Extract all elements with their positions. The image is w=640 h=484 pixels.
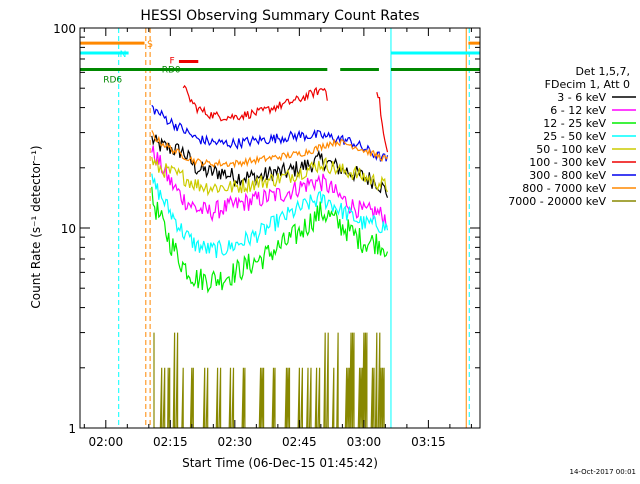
y-tick-label: 1 — [68, 422, 76, 436]
y-tick-label: 100 — [53, 22, 76, 36]
series-line-8 — [151, 104, 389, 162]
x-axis-label: Start Time (06-Dec-15 01:45:42) — [182, 456, 378, 470]
legend-entry-label: 800 - 7000 keV — [522, 182, 606, 195]
x-tick-label: 02:30 — [218, 435, 253, 449]
series-line-1 — [151, 134, 389, 198]
legend-entry-label: 12 - 25 keV — [543, 117, 606, 130]
legend-entry-label: 50 - 100 keV — [536, 143, 606, 156]
series-line-10 — [153, 332, 385, 428]
state-label-rd0: RD0 — [162, 66, 181, 76]
series-line-5 — [151, 156, 389, 197]
legend-entry-label: 25 - 50 keV — [543, 130, 606, 143]
state-label-rd6: RD6 — [103, 75, 122, 85]
legend-entry-label: 100 - 300 keV — [529, 156, 606, 169]
y-axis-label: Count Rate (s⁻¹ detector⁻¹) — [29, 145, 43, 308]
x-tick-label: 02:45 — [282, 435, 317, 449]
plot-inner — [80, 28, 480, 428]
footer-timestamp: 14-Oct-2017 00:01 — [570, 468, 636, 476]
legend-entry-label: 3 - 6 keV — [557, 91, 606, 104]
state-label-f: F — [169, 56, 174, 66]
state-label-s: S — [147, 40, 153, 50]
legend-header-line: FDecim 1, Att 0 — [545, 78, 630, 91]
x-tick-label: 03:15 — [411, 435, 446, 449]
legend-entry-label: 6 - 12 keV — [550, 104, 606, 117]
x-tick-label: 03:00 — [347, 435, 382, 449]
series-line-6 — [182, 84, 328, 122]
state-label-n: N — [120, 50, 127, 60]
x-tick-label: 02:15 — [153, 435, 188, 449]
legend-entry-label: 300 - 800 keV — [529, 169, 606, 182]
legend-entry-label: 7000 - 20000 keV — [508, 195, 606, 208]
series-line-7 — [376, 92, 389, 153]
series-line-2 — [151, 145, 388, 227]
series-line-3 — [151, 186, 389, 294]
x-tick-label: 02:00 — [89, 435, 124, 449]
legend-header-line: Det 1,5,7, — [575, 65, 630, 78]
series-line-4 — [151, 173, 389, 258]
y-tick-label: 10 — [61, 222, 76, 236]
chart-title: HESSI Observing Summary Count Rates — [140, 8, 419, 24]
series-line-9 — [151, 130, 388, 169]
